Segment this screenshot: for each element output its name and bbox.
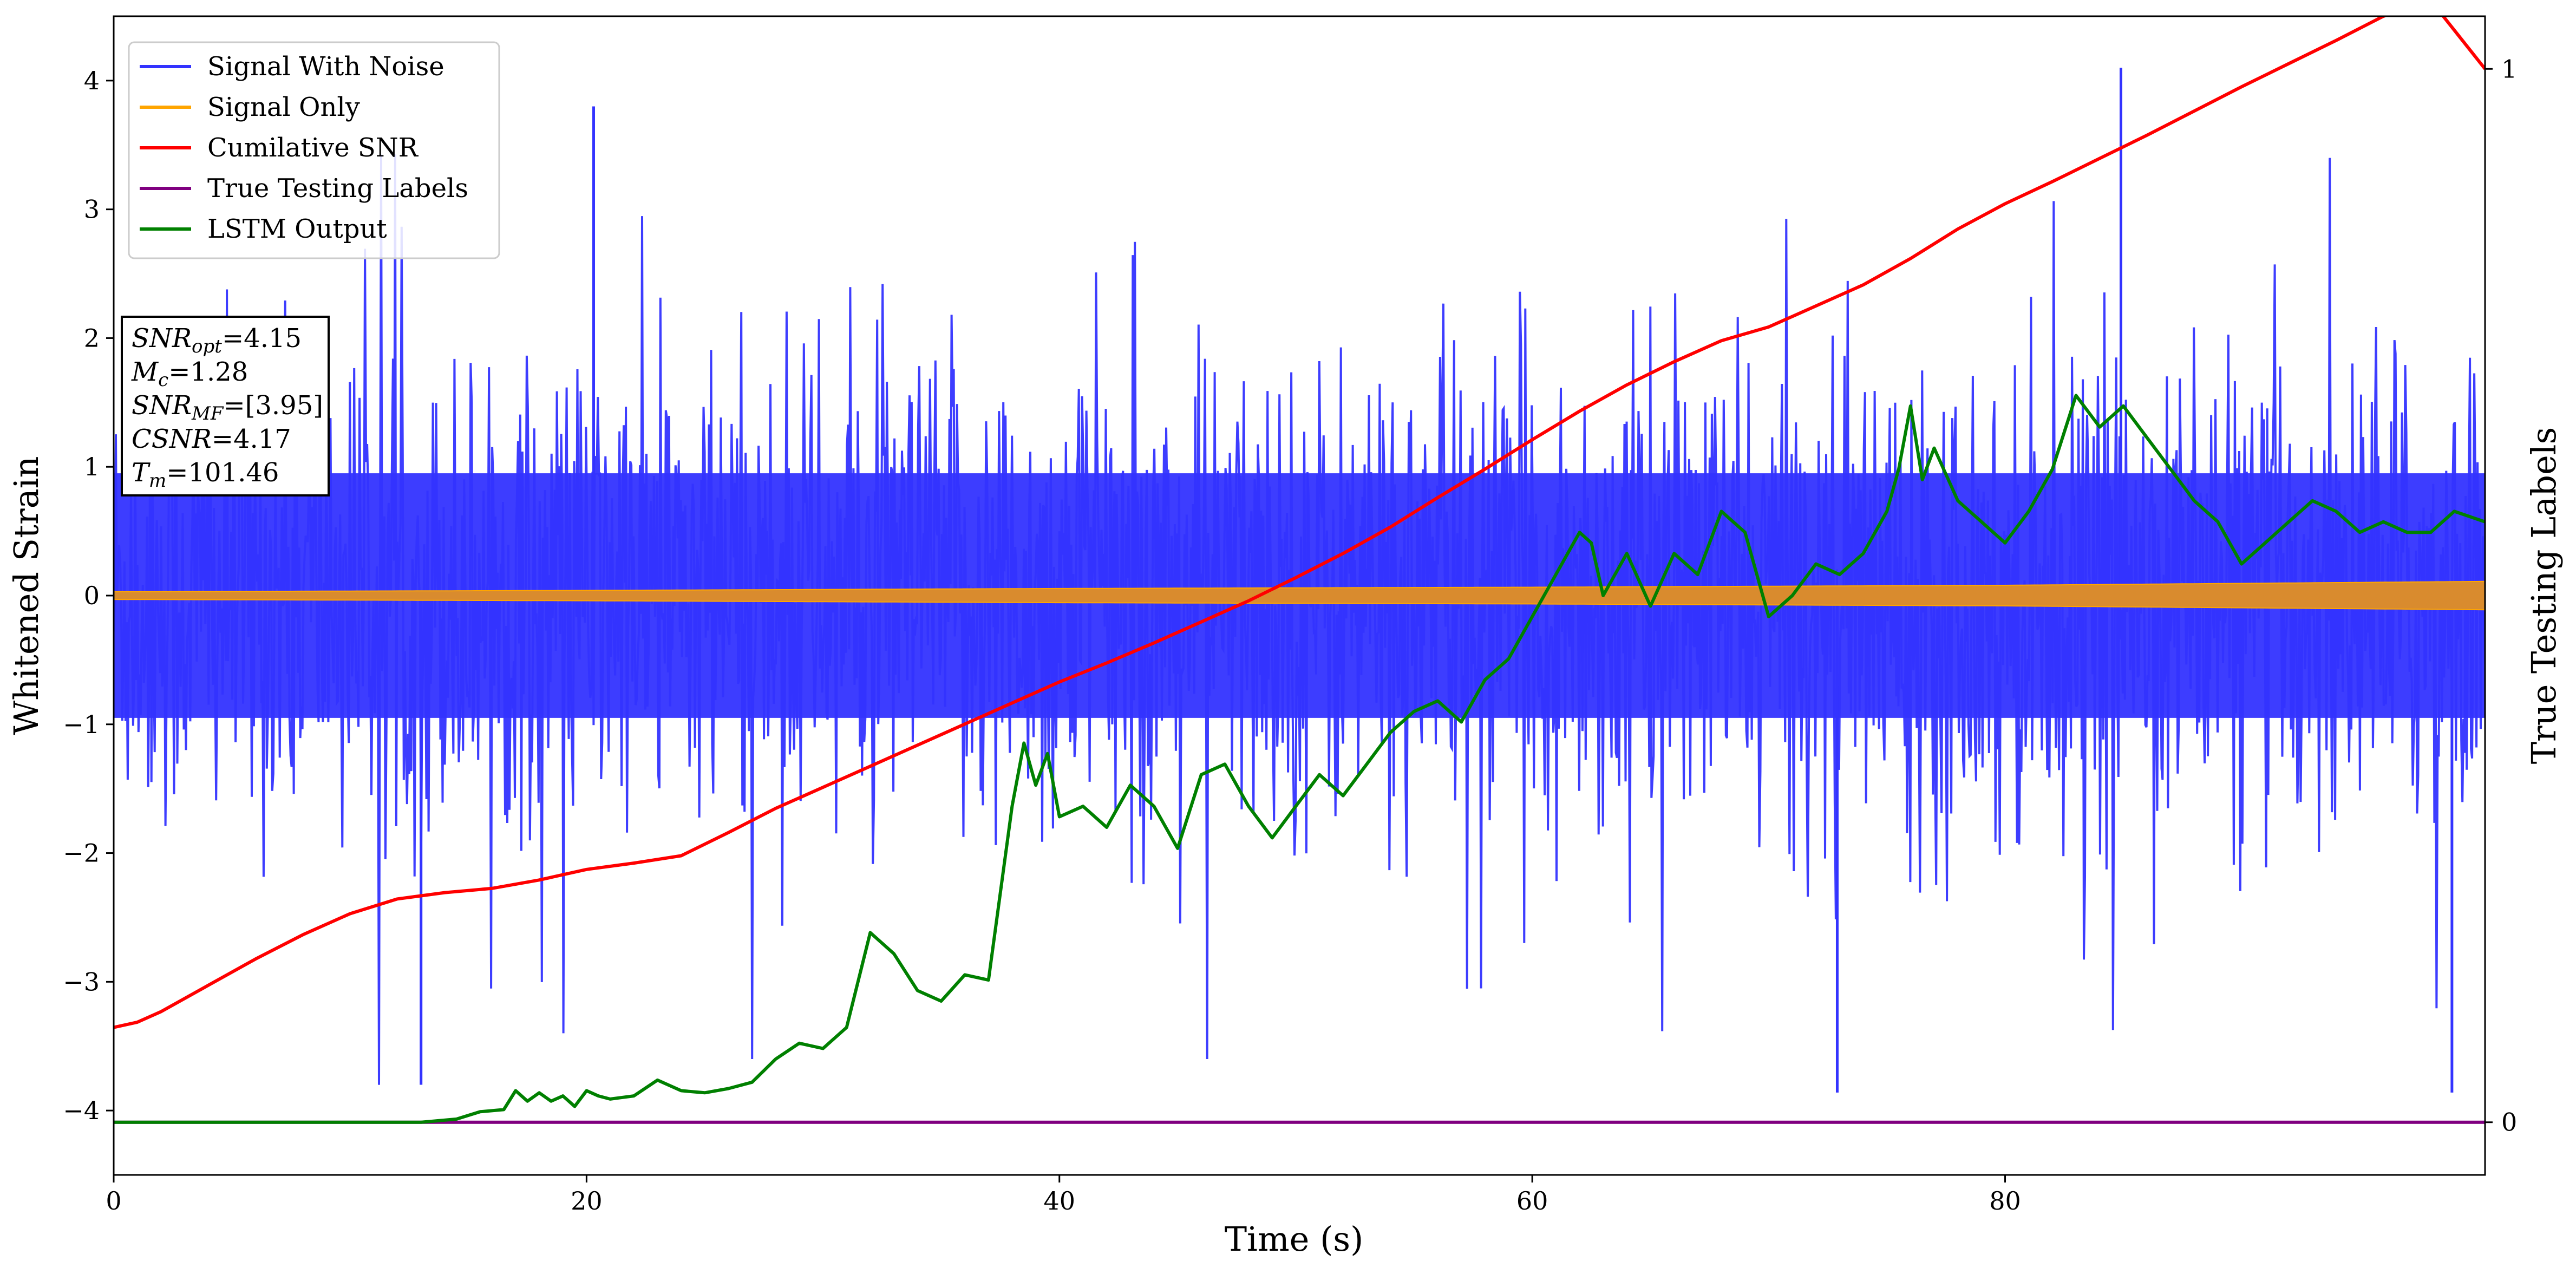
y2-tick-label: 1: [2501, 54, 2517, 83]
legend: Signal With Noise Signal Only Cumilative S…: [128, 41, 500, 259]
annotation-line: SNRopt=4.15: [132, 323, 302, 357]
x-tick-label: 40: [1043, 1186, 1075, 1216]
legend-label: Signal Only: [207, 92, 360, 122]
y-tick-label: −2: [63, 839, 100, 868]
y-tick-label: −3: [63, 967, 100, 996]
x-tick-label: 0: [106, 1186, 121, 1216]
y2-axis-ticks: 01: [2485, 54, 2517, 1137]
y2-tick-label: 0: [2501, 1108, 2517, 1137]
y-tick-label: 4: [84, 66, 100, 95]
y-tick-label: −1: [63, 710, 100, 739]
y2-axis-label: True Testing Labels: [2524, 427, 2564, 765]
y-axis-ticks: −4 −3 −2 −1 0 1 2 3 4: [63, 66, 114, 1125]
series-lstm-output: [114, 394, 2485, 1124]
x-tick-label: 20: [571, 1186, 603, 1216]
legend-label: Cumilative SNR: [207, 133, 419, 163]
x-axis-label: Time (s): [1225, 1219, 1364, 1259]
plot-area: [114, 16, 2485, 1124]
x-tick-label: 80: [1989, 1186, 2021, 1216]
x-axis-ticks: 0 20 40 60 80: [106, 1175, 2021, 1216]
annotation-line: Mc=1.28: [131, 357, 248, 391]
signal-only-band: [114, 580, 2485, 611]
y-tick-label: −4: [63, 1096, 100, 1125]
y-axis-label: Whitened Strain: [6, 456, 46, 735]
y-tick-label: 2: [84, 323, 100, 352]
legend-label: LSTM Output: [207, 214, 387, 244]
annotation-line: Tm=101.46: [132, 458, 279, 492]
series-cumilative-snr: [114, 16, 2485, 1029]
y-tick-label: 3: [84, 195, 100, 224]
x-tick-label: 60: [1516, 1186, 1548, 1216]
y-tick-label: 1: [84, 452, 100, 481]
legend-label: Signal With Noise: [207, 51, 444, 82]
legend-box: [128, 41, 500, 259]
legend-label: True Testing Labels: [207, 173, 468, 204]
y-tick-label: 0: [84, 581, 100, 610]
annotation-line: SNRMF=[3.95]: [132, 390, 323, 424]
annotation-line: CSNR=4.17: [132, 424, 291, 454]
annotation-frame: [121, 316, 330, 496]
